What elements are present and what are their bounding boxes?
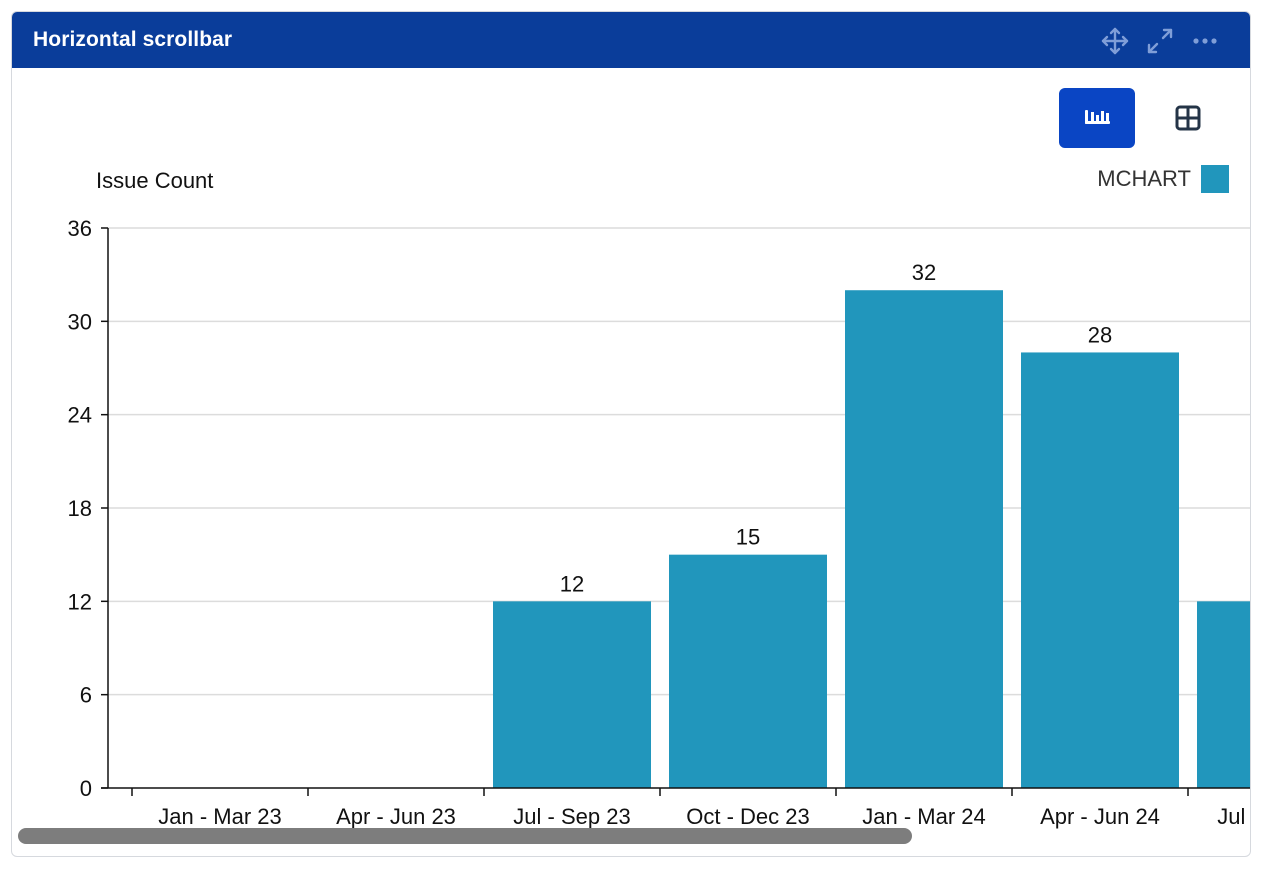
table-view-toggle[interactable] <box>1149 88 1225 148</box>
horizontal-scrollbar[interactable] <box>18 828 912 844</box>
legend: MCHART <box>1097 165 1229 193</box>
y-tick-label: 24 <box>68 403 92 428</box>
x-tick-label: Apr - Jun 23 <box>336 804 456 829</box>
bar <box>1021 352 1179 788</box>
bar <box>493 601 651 788</box>
legend-label: MCHART <box>1097 166 1191 191</box>
bar <box>1197 601 1250 788</box>
y-axis-title: Issue Count <box>96 168 214 193</box>
data-label: 32 <box>912 260 936 285</box>
table-grid-icon <box>1175 105 1201 131</box>
widget-title: Horizontal scrollbar <box>33 28 233 51</box>
y-tick-label: 0 <box>80 776 92 801</box>
bar-chart: 0 6 12 18 24 30 36 12 15 32 28 Jan - Mar 23 Apr - Ju… <box>68 216 1251 829</box>
y-tick-label: 6 <box>80 683 92 708</box>
expand-icon[interactable] <box>1145 26 1175 56</box>
x-tick-label: Apr - Jun 24 <box>1040 804 1160 829</box>
chart-widget: Horizontal scrollbar <box>11 11 1251 857</box>
x-tick-label: Jul - Sep 23 <box>513 804 630 829</box>
bar-chart-toggle[interactable] <box>1059 88 1135 148</box>
x-tick-label: Oct - Dec 23 <box>686 804 809 829</box>
y-tick-label: 30 <box>68 309 92 334</box>
bar <box>845 290 1003 788</box>
more-icon[interactable] <box>1190 26 1220 56</box>
x-tick-label: Jul - Sep 24 <box>1217 804 1251 829</box>
bar-chart-icon <box>1085 110 1110 124</box>
x-tick-label: Jan - Mar 23 <box>158 804 282 829</box>
y-tick-label: 18 <box>68 496 92 521</box>
widget-header: Horizontal scrollbar <box>12 12 1250 68</box>
move-icon[interactable] <box>1100 26 1130 56</box>
legend-swatch <box>1201 165 1229 193</box>
data-label: 15 <box>736 525 760 550</box>
data-label: 12 <box>560 571 584 596</box>
y-tick-label: 36 <box>68 216 92 241</box>
x-tick-label: Jan - Mar 24 <box>862 804 986 829</box>
data-label: 28 <box>1088 322 1112 347</box>
bar <box>669 554 827 788</box>
y-tick-label: 12 <box>68 589 92 614</box>
